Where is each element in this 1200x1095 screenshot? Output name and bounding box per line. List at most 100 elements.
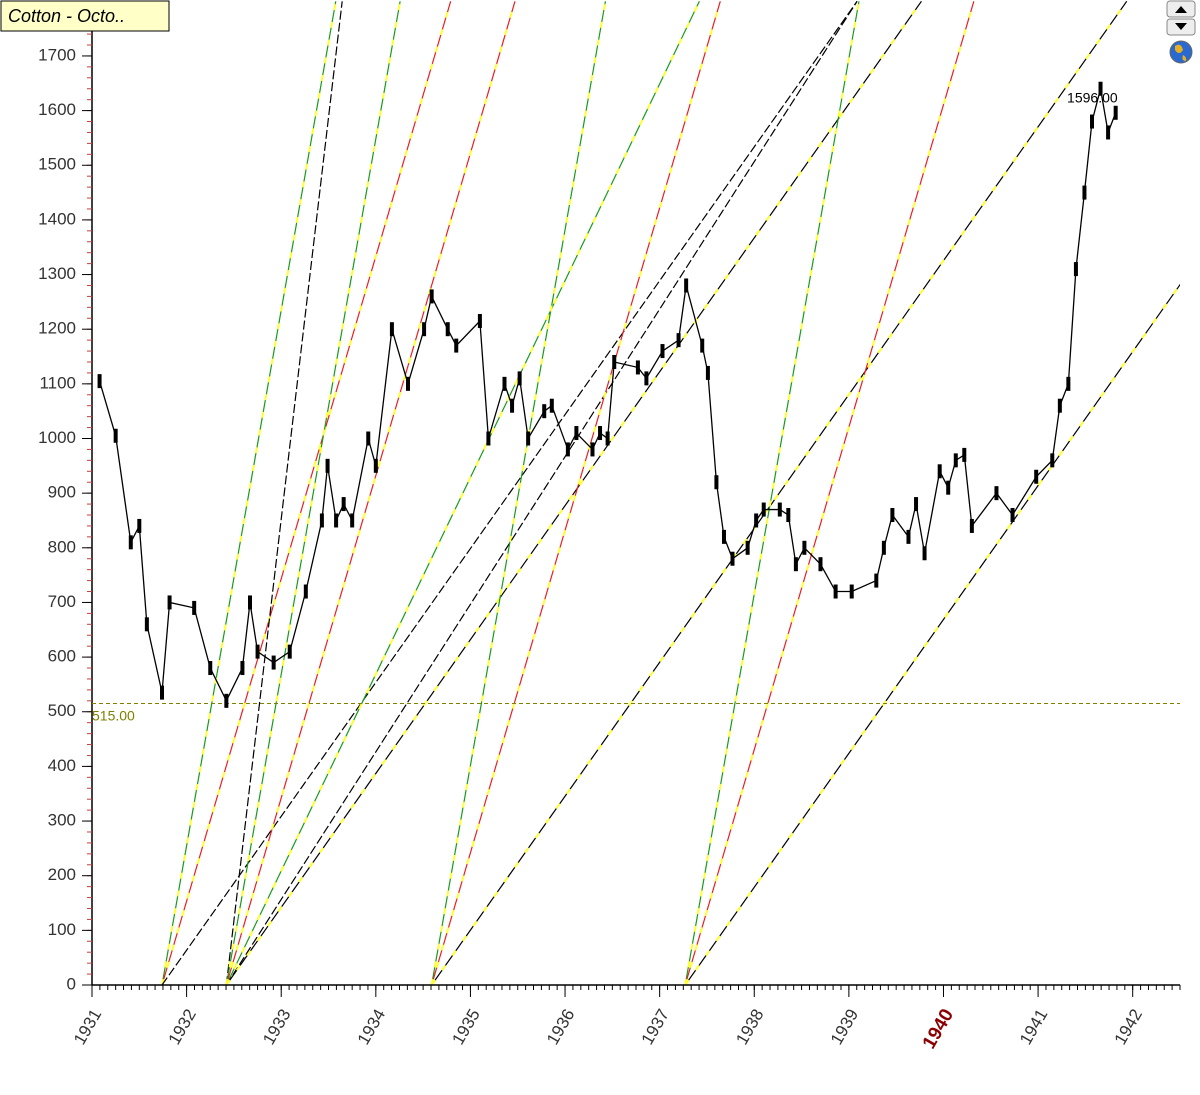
price-bar	[714, 475, 719, 490]
x-tick-label: 1932	[165, 1006, 200, 1048]
price-bar	[906, 529, 911, 544]
price-bar	[325, 458, 330, 473]
price-bar	[486, 431, 491, 446]
price-bar	[113, 428, 118, 443]
price-bar	[542, 404, 547, 419]
price-bar	[705, 365, 710, 380]
price-bar	[1082, 185, 1087, 200]
x-tick-label: 1936	[543, 1006, 578, 1048]
x-tick-label: 1934	[354, 1006, 389, 1048]
price-bar	[240, 661, 245, 676]
x-tick-label: 1933	[259, 1006, 294, 1048]
price-bar	[802, 540, 807, 555]
price-bar	[574, 426, 579, 441]
price-bar	[730, 551, 735, 566]
price-bar	[192, 600, 197, 615]
price-bar	[319, 513, 324, 528]
price-bar	[389, 322, 394, 337]
price-bar	[97, 374, 102, 389]
price-bar	[405, 376, 410, 391]
fan-line	[225, 1, 343, 985]
price-bar	[445, 322, 450, 337]
fan-line-dash	[225, 1, 923, 985]
fan-line	[161, 1, 858, 985]
x-tick-label: 1939	[827, 1006, 862, 1048]
y-tick-label: 0	[67, 974, 76, 993]
y-tick-label: 1000	[38, 428, 76, 447]
main-layer: 0 100 200 300 400 500 600 700 800 900 1000 1100 1200…	[38, 0, 1181, 1053]
fan-line-dash	[225, 1, 402, 985]
x-tick-label: 1938	[732, 1006, 767, 1048]
price-bar	[937, 464, 942, 479]
y-tick-label: 400	[48, 756, 76, 775]
price-bar	[612, 354, 617, 369]
price-bar	[1073, 262, 1078, 277]
price-bar	[761, 502, 766, 517]
price-bar	[549, 398, 554, 413]
price-bar	[477, 314, 482, 329]
price-bar	[247, 595, 252, 610]
y-tick-label: 1100	[39, 373, 76, 392]
fan-line	[225, 1, 516, 985]
x-tick-label: 1931	[70, 1006, 105, 1048]
price-bar	[786, 508, 791, 523]
y-tick-label: 500	[48, 701, 76, 720]
fan-line	[225, 1, 858, 985]
price-bar	[454, 338, 459, 353]
price-bar	[429, 289, 434, 304]
price-bar	[994, 486, 999, 501]
x-tick-label: 1940	[919, 1006, 958, 1053]
price-bar	[1057, 398, 1062, 413]
price-bar	[167, 595, 172, 610]
price-bar	[833, 584, 838, 599]
down-arrow	[1175, 23, 1187, 30]
price-bar	[1106, 125, 1111, 140]
price-bar	[303, 584, 308, 599]
price-bar	[208, 661, 213, 676]
price-bar	[777, 502, 782, 517]
x-tick-label: 1942	[1111, 1006, 1146, 1048]
y-tick-label: 1200	[38, 319, 76, 338]
y-tick-label: 600	[48, 647, 76, 666]
x-tick-label: 1937	[638, 1006, 673, 1048]
price-bar	[700, 338, 705, 353]
up-arrow	[1175, 6, 1187, 13]
price-bar	[676, 333, 681, 348]
price-bar	[137, 518, 142, 533]
price-bar	[565, 442, 570, 457]
price-bar	[373, 458, 378, 473]
price-bar	[962, 447, 967, 462]
price-bar	[890, 508, 895, 523]
price-bar	[160, 685, 165, 700]
price-bar	[660, 344, 665, 359]
price-bar	[754, 513, 759, 528]
y-tick-label: 1500	[38, 155, 76, 174]
price-bar	[590, 442, 595, 457]
fan-line-dash	[430, 1, 1128, 985]
y-tick-label: 1600	[38, 100, 76, 119]
price-bar	[635, 360, 640, 375]
reference-label: 515.00	[92, 707, 135, 723]
price-bar	[721, 529, 726, 544]
price-bar	[914, 497, 919, 512]
price-bar	[881, 540, 886, 555]
price-bar	[517, 371, 522, 386]
x-tick-label: 1935	[448, 1006, 483, 1048]
fan-line-dash	[684, 1, 860, 985]
price-bar	[598, 426, 603, 441]
price-bar	[144, 617, 149, 632]
fan-line-dash	[430, 1, 607, 985]
y-tick-label: 300	[48, 811, 76, 830]
price-bar	[922, 546, 927, 561]
fan-line-dash	[684, 283, 1180, 985]
price-bar	[745, 540, 750, 555]
price-bar	[502, 376, 507, 391]
price-bar	[422, 322, 427, 337]
fan-line	[431, 1, 721, 985]
fan-line	[684, 283, 1180, 985]
price-bar	[818, 557, 823, 572]
y-tick-label: 700	[48, 592, 76, 611]
price-bar	[255, 644, 260, 659]
scroll-buttons[interactable]	[1166, 0, 1196, 64]
